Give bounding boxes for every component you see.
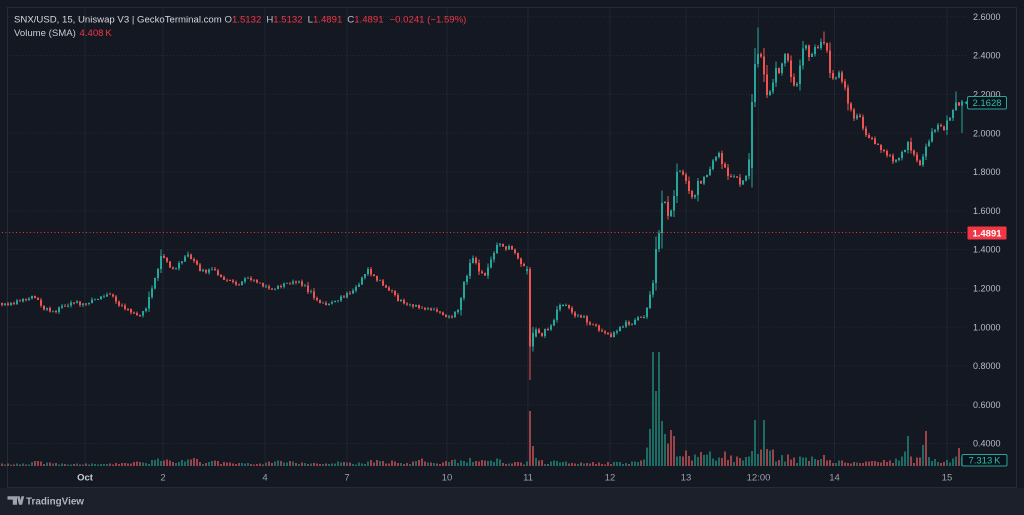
svg-text:13: 13: [681, 473, 692, 484]
svg-text:1.8000: 1.8000: [973, 167, 1001, 177]
svg-text:0.4000: 0.4000: [973, 439, 1001, 449]
svg-text:Oct: Oct: [77, 473, 94, 484]
svg-text:1.0000: 1.0000: [973, 322, 1001, 332]
svg-text:14: 14: [829, 473, 840, 484]
svg-text:15: 15: [942, 473, 953, 484]
svg-text:12: 12: [605, 473, 616, 484]
svg-text:11: 11: [523, 473, 533, 484]
svg-text:Volume (SMA): Volume (SMA): [14, 28, 76, 39]
svg-text:TradingView: TradingView: [26, 496, 84, 507]
svg-text:10: 10: [442, 473, 453, 484]
svg-text:2.2000: 2.2000: [973, 90, 1001, 100]
svg-text:1.6000: 1.6000: [973, 206, 1001, 216]
svg-text:7: 7: [344, 473, 349, 484]
svg-text:0.8000: 0.8000: [973, 361, 1001, 371]
svg-text:0.6000: 0.6000: [973, 400, 1001, 410]
svg-text:2.4000: 2.4000: [973, 51, 1001, 61]
svg-text:12:00: 12:00: [747, 473, 771, 484]
svg-text:1.4891: 1.4891: [972, 228, 1002, 239]
svg-text:4.408 K: 4.408 K: [80, 28, 113, 39]
svg-text:2: 2: [160, 473, 165, 484]
svg-text:2.1628: 2.1628: [972, 98, 1001, 109]
svg-text:2.0000: 2.0000: [973, 128, 1001, 138]
svg-text:7.313 K: 7.313 K: [968, 455, 1001, 466]
svg-text:1.2000: 1.2000: [973, 284, 1001, 294]
svg-text:2.6000: 2.6000: [973, 12, 1001, 22]
svg-text:4: 4: [262, 473, 267, 484]
svg-text:SNX/USD, 15, Uniswap V3 | Geck: SNX/USD, 15, Uniswap V3 | GeckoTerminal.…: [14, 14, 222, 25]
svg-text:1.4000: 1.4000: [973, 245, 1001, 255]
